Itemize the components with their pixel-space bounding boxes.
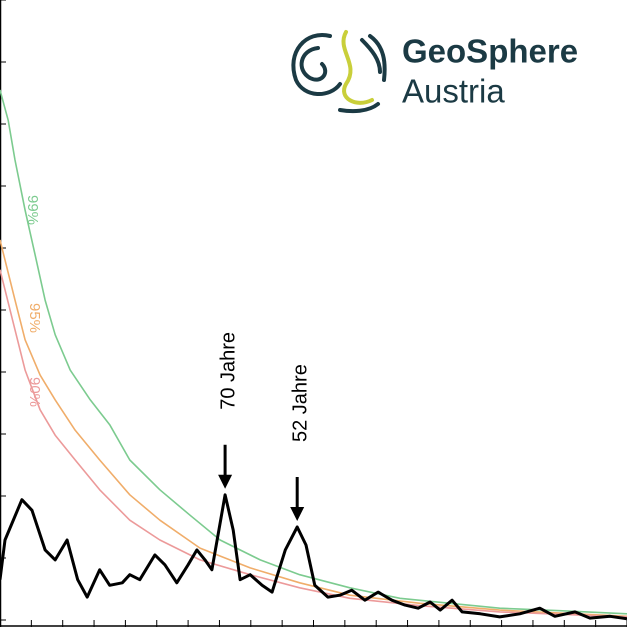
- series-label: 90%: [26, 377, 43, 407]
- logo-swirl: [291, 33, 342, 96]
- annotation-label: 70 Jahre: [217, 332, 239, 410]
- annotation-arrowhead: [218, 474, 233, 489]
- series-label: 99%: [24, 195, 41, 225]
- logo-swirl: [299, 46, 328, 82]
- logo-name: Austria: [402, 73, 505, 110]
- series-line: [0, 89, 627, 615]
- series-label: 95%: [26, 303, 43, 333]
- series-line: [0, 493, 627, 621]
- series-line: [0, 239, 627, 618]
- logo-swirl: [368, 34, 387, 82]
- annotation-label: 52 Jahre: [289, 364, 311, 442]
- logo-name: GeoSphere: [402, 33, 578, 70]
- logo-swirl: [338, 102, 380, 114]
- logo-swirl: [341, 30, 374, 105]
- series-line: [0, 269, 627, 618]
- logo-swirl: [360, 38, 382, 74]
- logo: GeoSphere Austria: [291, 30, 578, 114]
- annotation-arrowhead: [290, 507, 305, 521]
